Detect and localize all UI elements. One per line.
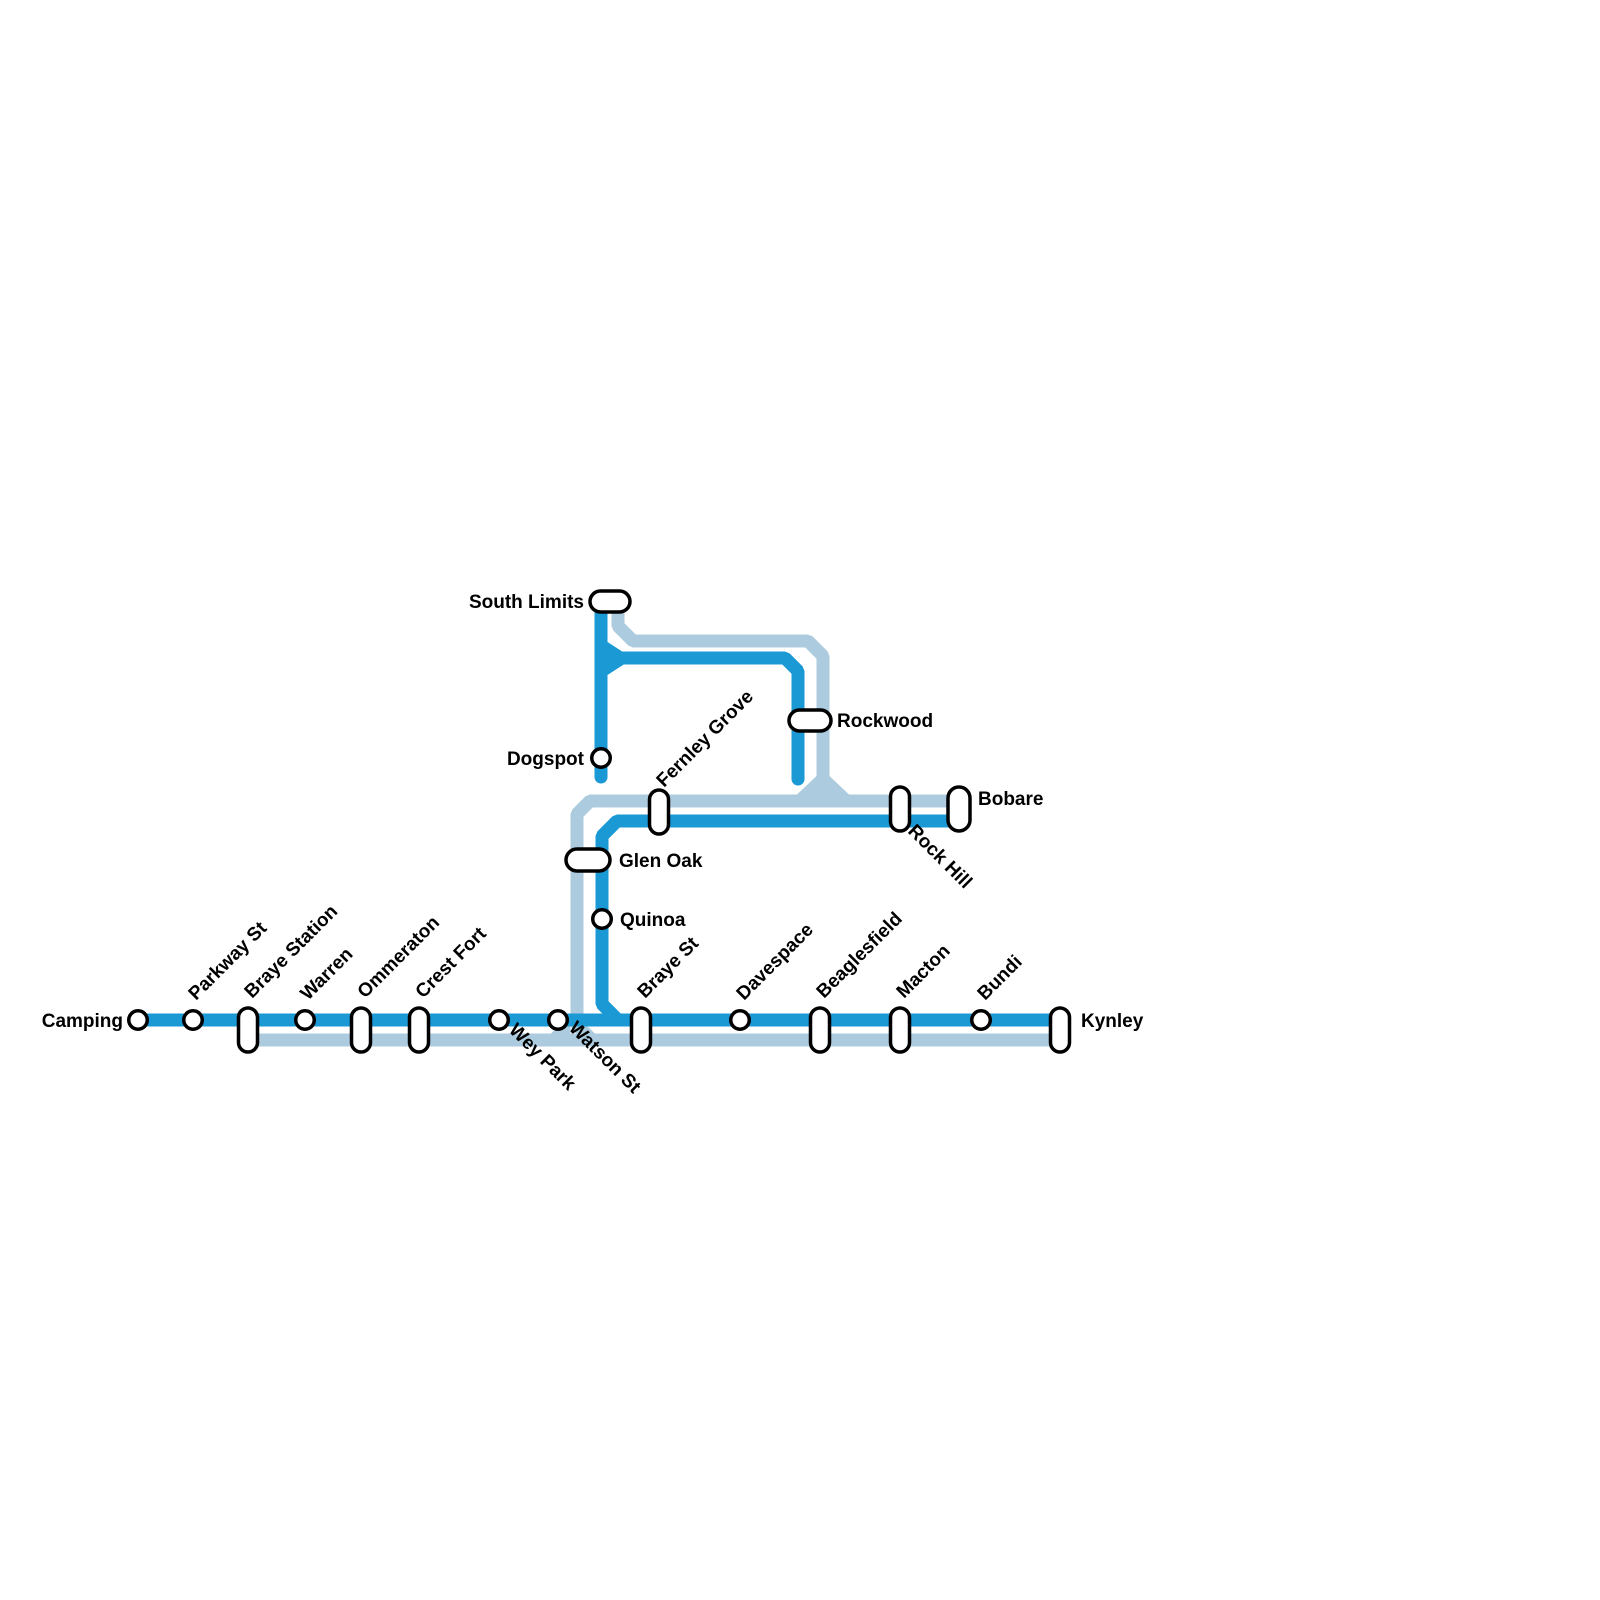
station-marker-wey-park: [488, 1009, 510, 1031]
line-primary-corridor-glenoak: [595, 814, 960, 1025]
station-marker-watson-st: [547, 1009, 569, 1031]
station-marker-macton: [888, 1006, 912, 1054]
station-marker-kynley: [1048, 1006, 1072, 1054]
junction-wedge-rockwood-left: [797, 776, 817, 795]
station-label-rockwood: Rockwood: [837, 711, 933, 732]
junction-wedge-southlimits: [607, 642, 633, 675]
station-label-rock-hill: Rock Hill: [903, 821, 975, 893]
station-marker-ommeraton: [349, 1006, 373, 1054]
line-secondary-southlimits-rockwood: [611, 599, 830, 801]
station-label-braye-st: Braye St: [634, 933, 704, 1003]
station-marker-braye-st: [629, 1006, 653, 1054]
station-marker-rock-hill: [888, 785, 912, 833]
station-label-warren: Warren: [297, 944, 358, 1005]
station-marker-fernley-grove: [647, 788, 671, 836]
station-marker-warren: [294, 1009, 316, 1031]
station-marker-bobare: [946, 785, 972, 833]
station-marker-crest-fort: [407, 1006, 431, 1054]
station-marker-bundi: [970, 1009, 992, 1031]
station-marker-davespace: [729, 1009, 751, 1031]
station-label-bobare: Bobare: [978, 789, 1043, 810]
station-label-macton: Macton: [893, 941, 955, 1003]
station-marker-parkway-st: [182, 1009, 204, 1031]
station-marker-braye-station: [236, 1006, 260, 1054]
station-label-fernley-grove: Fernley Grove: [653, 686, 758, 791]
station-label-dogspot: Dogspot: [507, 749, 585, 770]
station-label-glen-oak: Glen Oak: [619, 851, 703, 872]
station-marker-dogspot: [590, 747, 612, 769]
station-label-davespace: Davespace: [733, 919, 818, 1004]
station-label-bundi: Bundi: [974, 952, 1027, 1005]
junction-wedge-rockwood-right: [829, 776, 849, 795]
station-label-camping: Camping: [42, 1011, 123, 1032]
station-marker-beaglesfield: [808, 1006, 832, 1054]
station-label-kynley: Kynley: [1081, 1011, 1144, 1032]
station-label-quinoa: Quinoa: [620, 910, 686, 931]
station-marker-glen-oak: [564, 847, 612, 873]
line-primary-branch-rockwood: [594, 651, 805, 786]
station-marker-south-limits: [588, 589, 632, 614]
station-marker-rockwood: [787, 708, 833, 733]
station-marker-camping: [127, 1009, 149, 1031]
station-label-south-limits: South Limits: [469, 592, 584, 613]
station-markers: [127, 589, 1072, 1054]
station-marker-quinoa: [591, 908, 613, 930]
